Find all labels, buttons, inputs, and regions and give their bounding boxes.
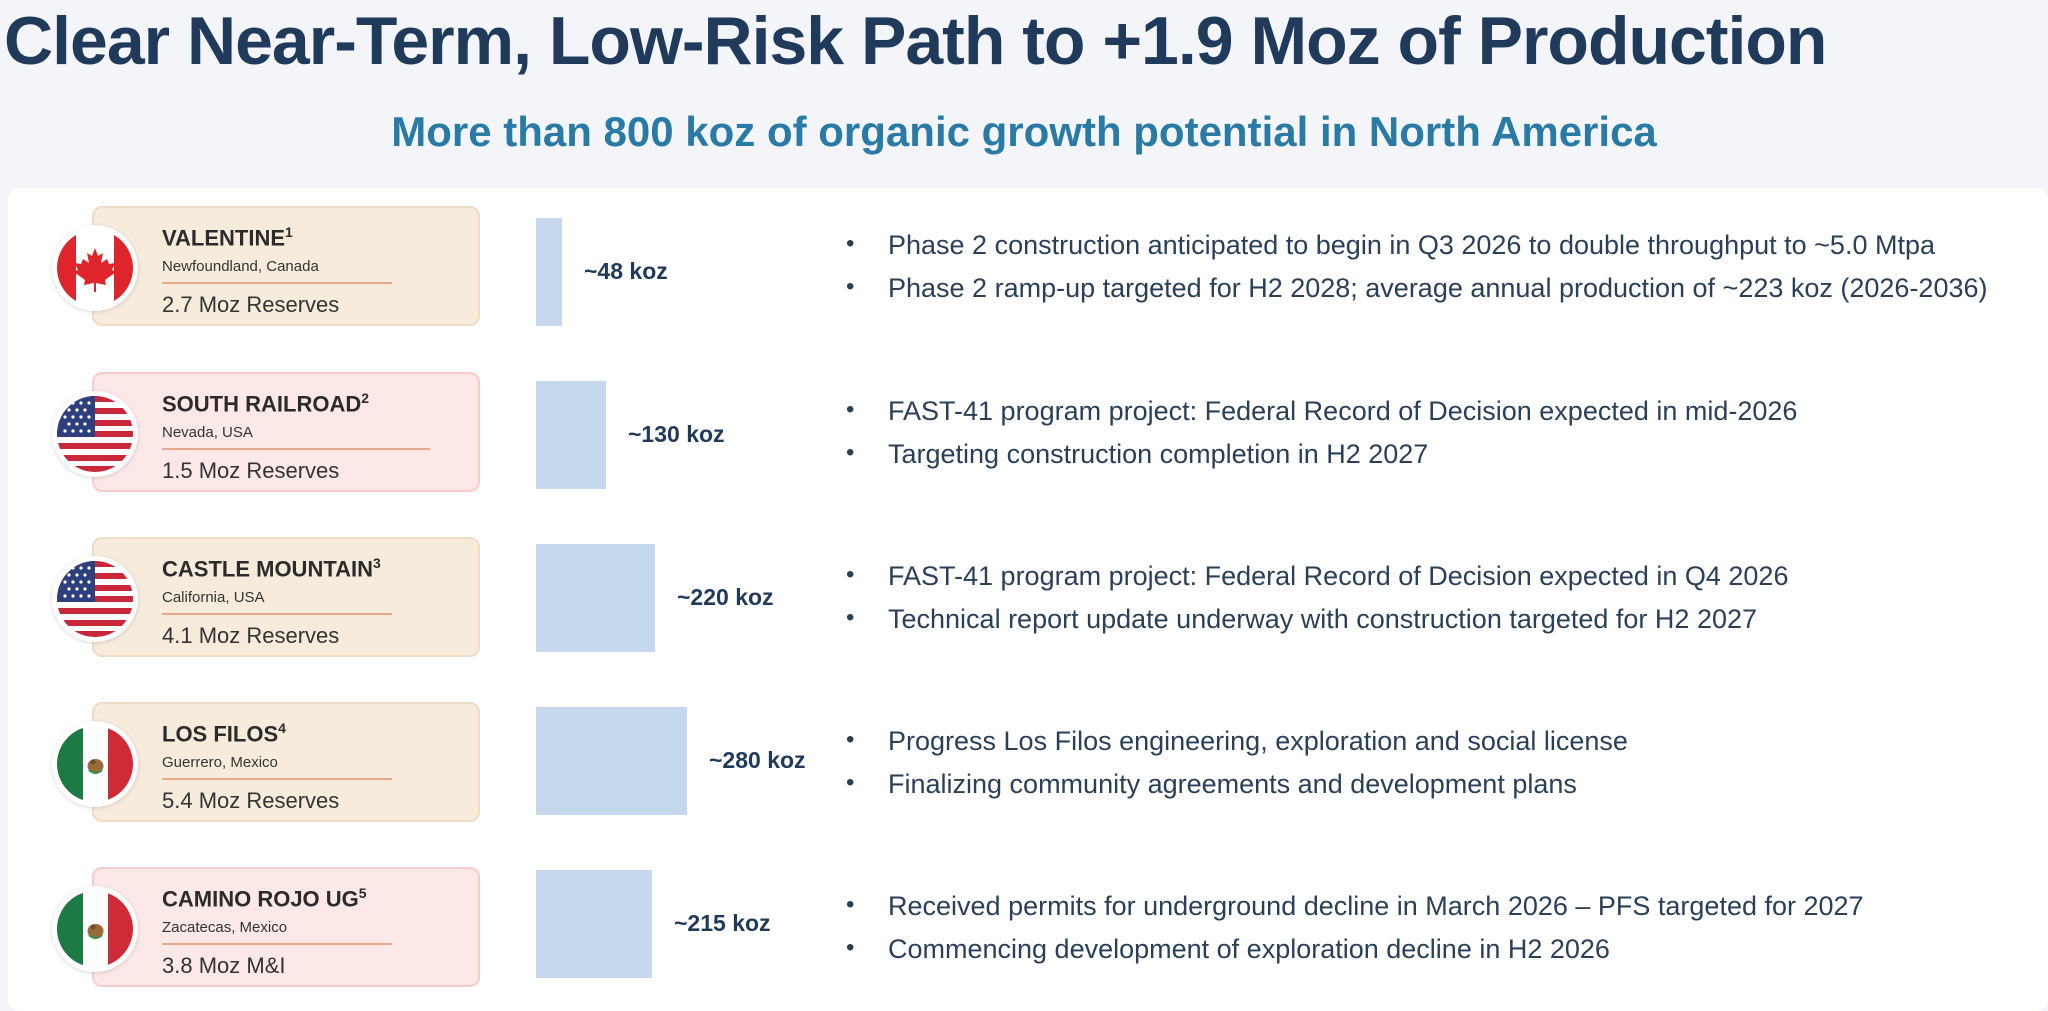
milestone-item: Phase 2 ramp-up targeted for H2 2028; av… [846, 273, 1988, 316]
card-divider [162, 448, 430, 450]
milestone-item: Targeting construction completion in H2 … [846, 439, 1797, 482]
project-milestones: Phase 2 construction anticipated to begi… [846, 230, 1988, 316]
footnote-marker: 1 [285, 224, 293, 240]
card-divider [162, 943, 392, 945]
page-title: Clear Near-Term, Low-Risk Path to +1.9 M… [4, 3, 1827, 79]
footnote-marker: 4 [278, 720, 286, 736]
card-divider [162, 778, 392, 780]
production-label: ~220 koz [677, 584, 774, 610]
footnote-marker: 2 [361, 390, 370, 406]
project-location: Newfoundland, Canada [162, 258, 319, 275]
project-reserves: 2.7 Moz Reserves [162, 292, 340, 317]
project-row: LOS FILOS4 Guerrero, Mexico 5.4 Moz Reserv… [8, 684, 2048, 822]
card-divider [162, 613, 392, 615]
canada-flag-icon [52, 225, 138, 311]
production-label: ~280 koz [709, 747, 806, 773]
milestone-item: FAST-41 program project: Federal Record … [846, 561, 1788, 604]
production-bar [536, 218, 562, 326]
project-reserves: 4.1 Moz Reserves [162, 623, 340, 648]
project-row: SOUTH RAILROAD2 Nevada, USA 1.5 Moz Reserv… [8, 354, 2048, 492]
project-name: CASTLE MOUNTAIN3 [162, 555, 381, 582]
footnote-marker: 5 [358, 885, 367, 901]
project-name: LOS FILOS4 [162, 720, 286, 747]
project-milestones: FAST-41 program project: Federal Record … [846, 561, 1788, 647]
production-bar [536, 707, 687, 815]
milestone-item: Finalizing community agreements and deve… [846, 769, 1628, 812]
milestone-item: Technical report update underway with co… [846, 604, 1788, 647]
project-reserves: 5.4 Moz Reserves [162, 788, 340, 813]
project-row: VALENTINE1 Newfoundland, Canada 2.7 Moz Re… [8, 188, 2048, 326]
project-location: Guerrero, Mexico [162, 754, 278, 771]
project-location: Zacatecas, Mexico [162, 919, 288, 936]
project-milestones: Received permits for underground decline… [846, 891, 1864, 977]
production-bar [536, 870, 652, 978]
project-card: CASTLE MOUNTAIN3 California, USA 4.1 Moz R… [92, 537, 480, 657]
usa-flag-icon [52, 391, 138, 477]
projects-panel: VALENTINE1 Newfoundland, Canada 2.7 Moz Re… [8, 188, 2048, 1011]
production-label: ~215 koz [674, 910, 771, 936]
milestone-item: FAST-41 program project: Federal Record … [846, 396, 1797, 439]
production-bar [536, 544, 655, 652]
project-name: CAMINO ROJO UG5 [162, 885, 367, 912]
project-row: CASTLE MOUNTAIN3 California, USA 4.1 Moz R… [8, 519, 2048, 657]
production-label: ~130 koz [628, 421, 725, 447]
mexico-flag-icon [52, 886, 138, 972]
footnote-marker: 3 [373, 555, 381, 571]
usa-flag-icon [52, 556, 138, 642]
project-milestones: Progress Los Filos engineering, explorat… [846, 726, 1628, 812]
mexico-flag-icon [52, 721, 138, 807]
project-card: CAMINO ROJO UG5 Zacatecas, Mexico 3.8 Moz … [92, 867, 480, 987]
project-reserves: 3.8 Moz M&I [162, 953, 286, 978]
project-name: SOUTH RAILROAD2 [162, 390, 370, 417]
project-card: SOUTH RAILROAD2 Nevada, USA 1.5 Moz Reserv… [92, 372, 480, 492]
milestone-item: Commencing development of exploration de… [846, 934, 1864, 977]
project-card: LOS FILOS4 Guerrero, Mexico 5.4 Moz Reserv… [92, 702, 480, 822]
project-row: CAMINO ROJO UG5 Zacatecas, Mexico 3.8 Moz … [8, 849, 2048, 987]
project-location: California, USA [162, 589, 265, 606]
production-label: ~48 koz [584, 258, 668, 284]
milestone-item: Received permits for underground decline… [846, 891, 1864, 934]
page-subtitle: More than 800 koz of organic growth pote… [391, 108, 1657, 155]
milestone-item: Progress Los Filos engineering, explorat… [846, 726, 1628, 769]
project-milestones: FAST-41 program project: Federal Record … [846, 396, 1797, 482]
milestone-item: Phase 2 construction anticipated to begi… [846, 230, 1988, 273]
project-name: VALENTINE1 [162, 224, 293, 251]
project-location: Nevada, USA [162, 424, 253, 441]
card-divider [162, 282, 392, 284]
production-bar [536, 381, 606, 489]
project-card: VALENTINE1 Newfoundland, Canada 2.7 Moz Re… [92, 206, 480, 326]
project-reserves: 1.5 Moz Reserves [162, 458, 340, 483]
